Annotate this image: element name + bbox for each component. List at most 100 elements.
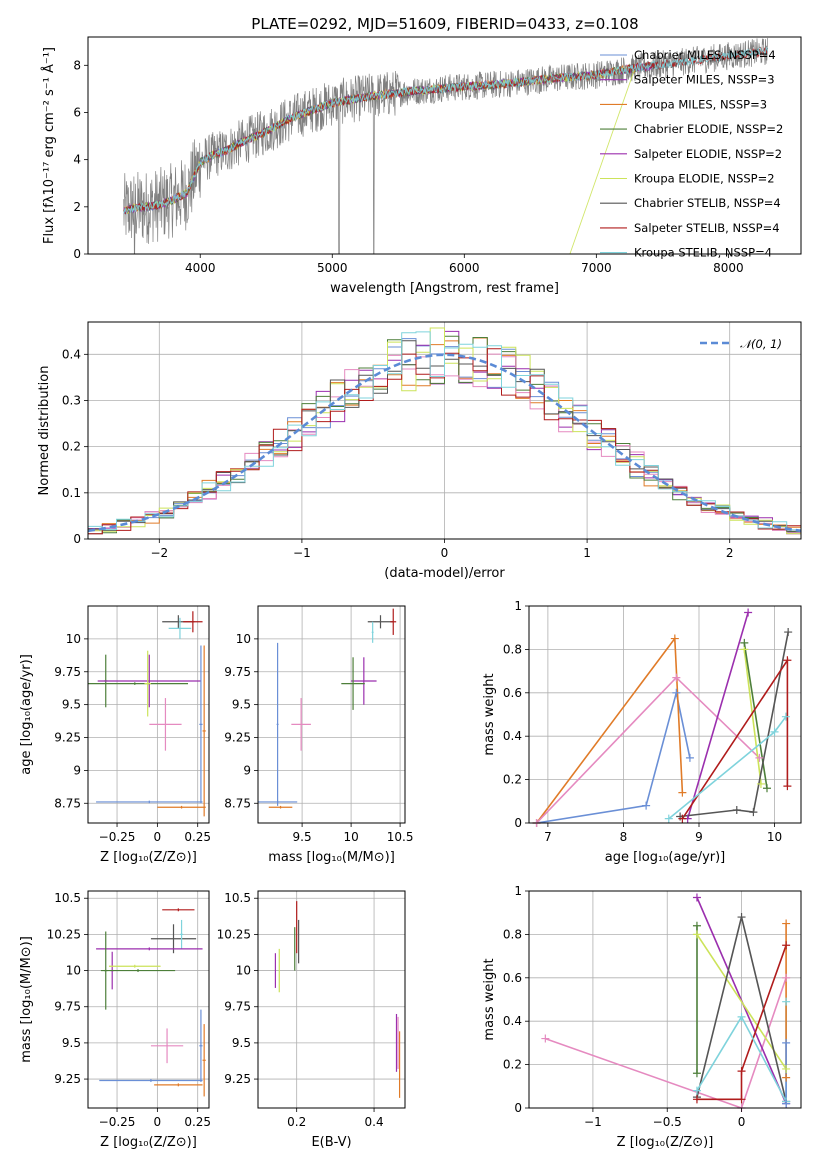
error-bar-point: [390, 608, 397, 635]
x-axis-label: E(B-V): [311, 1135, 351, 1150]
x-tick-label: 10: [767, 830, 782, 844]
x-tick-label: −1: [293, 546, 311, 560]
legend-label: Chabrier STELIB, NSSP=4: [634, 196, 781, 210]
y-tick-label: 0: [73, 247, 81, 261]
plot-area: [535, 612, 789, 823]
axes-frame: [528, 605, 802, 824]
model-line: [123, 47, 769, 214]
plot-area: [96, 908, 206, 1097]
y-tick-label: 6: [73, 105, 81, 119]
legend-label: 𝒩(0, 1): [740, 337, 782, 351]
error-bar-point: [97, 654, 201, 708]
plus-marker: [692, 1086, 701, 1095]
error-bar-point: [88, 682, 189, 685]
x-axis-label: Z [log₁₀(Z/Z⊙)]: [100, 1135, 197, 1150]
error-bar-point: [371, 621, 374, 643]
y-tick-label: 9: [73, 763, 81, 777]
plot-area: [123, 37, 769, 254]
y-tick-label: 0.6: [503, 686, 522, 700]
x-axis-label: mass [log₁₀(M/M⊙)]: [268, 850, 395, 865]
error-bar-point: [157, 805, 206, 809]
y-tick-label: 10: [236, 964, 251, 978]
panel-weight-vs-Z: −1 −0.5 0 0 0.2 0.4 0.6 0.8 1 Z [log₁₀(Z/Z⊙)] mass…: [482, 884, 802, 1150]
plot-area: [258, 608, 397, 809]
plus-marker: [737, 1095, 746, 1104]
plus-marker: [664, 814, 673, 823]
x-tick-label: 7000: [581, 261, 612, 275]
x-tick-label: 6000: [449, 261, 480, 275]
plus-marker: [692, 921, 701, 930]
x-tick-label: 0.25: [184, 1115, 211, 1129]
plus-marker: [782, 1073, 791, 1082]
plot-area: [545, 897, 787, 1108]
plus-marker: [685, 753, 694, 762]
y-tick-label: 0: [514, 1101, 522, 1115]
plus-marker: [642, 801, 651, 810]
x-axis-label: Z [log₁₀(Z/Z⊙)]: [617, 1135, 714, 1150]
y-tick-label: 10.5: [54, 891, 81, 905]
y-tick-label: 0.6: [503, 971, 522, 985]
plus-marker: [670, 634, 679, 643]
y-axis-label: mass [log₁₀(M/M⊙)]: [19, 936, 34, 1063]
weight-line: [743, 642, 768, 789]
legend-label: Kroupa STELIB, NSSP=4: [634, 246, 772, 260]
error-bar-point: [144, 650, 151, 717]
y-tick-label: 0.2: [503, 773, 522, 787]
weight-line: [743, 649, 762, 784]
axes-frame: [87, 890, 210, 1109]
y-tick-label: 0.4: [62, 347, 81, 361]
plus-marker: [782, 1064, 791, 1073]
x-tick-label: −1: [584, 1115, 602, 1129]
y-tick-label: 0: [73, 532, 81, 546]
y-axis-label: Flux [fλ10⁻¹⁷ erg cm⁻² s⁻¹ Å⁻¹]: [41, 47, 57, 244]
error-bar-point: [162, 908, 195, 912]
legend-label: Kroupa MILES, NSSP=3: [634, 97, 767, 111]
panel-weight-vs-age: 7 8 9 10 0 0.2 0.4 0.6 0.8 1 age [log₁₀(age/yr)] ma…: [482, 599, 802, 865]
error-bar-point: [108, 964, 161, 968]
weight-line: [680, 631, 789, 818]
axes-frame: [257, 890, 406, 1109]
y-tick-label: 9.25: [224, 731, 251, 745]
y-tick-label: 10.25: [47, 927, 81, 941]
x-axis-label: (data-model)/error: [384, 566, 505, 581]
panel-age-vs-Z: −0.25 0 0.25 8.75 9 9.25 9.5 9.75 10 Z [log₁₀(Z/Z…: [19, 605, 211, 865]
x-tick-label: 7: [544, 830, 552, 844]
weight-line: [697, 945, 787, 1101]
plus-marker: [782, 941, 791, 950]
panel-age-vs-mass: 9.5 10 10.5 8.75 9 9.25 9.5 9.75 10 mass [log₁₀(M…: [224, 605, 413, 865]
y-tick-label: 0.2: [62, 440, 81, 454]
y-tick-label: 9.25: [54, 731, 81, 745]
plot-area: [88, 327, 801, 535]
plus-marker: [692, 930, 701, 939]
x-tick-label: 8: [620, 830, 628, 844]
y-tick-label: 10.5: [224, 891, 251, 905]
y-tick-label: 0.1: [62, 486, 81, 500]
y-tick-label: 1: [514, 884, 522, 898]
error-bar-point: [99, 1079, 203, 1082]
plus-marker: [692, 893, 701, 902]
normal-curve: [88, 353, 801, 533]
error-bar-point: [96, 947, 203, 951]
weight-line: [696, 933, 787, 1070]
weight-line: [535, 636, 684, 823]
x-tick-label: −0.25: [99, 830, 136, 844]
x-axis-label: Z [log₁₀(Z/Z⊙)]: [100, 850, 197, 865]
legend-label: Salpeter ELODIE, NSSP=2: [634, 147, 782, 161]
error-bar-point: [96, 800, 203, 804]
y-tick-label: 9.5: [232, 698, 251, 712]
panel-spectrum: 4000 5000 6000 7000 8000 0 2 4 6 8 wavelength [Ang…: [41, 36, 802, 296]
x-tick-label: 10: [343, 830, 358, 844]
y-tick-label: 10: [236, 632, 251, 646]
y-axis-label: Normed distribution: [37, 366, 52, 496]
y-tick-label: 1: [514, 599, 522, 613]
y-tick-label: 4: [73, 153, 81, 167]
axes-frame: [257, 605, 406, 824]
axes-frame: [528, 890, 802, 1109]
error-bar-point: [276, 642, 279, 806]
plus-marker: [678, 788, 687, 797]
figure-title: PLATE=0292, MJD=51609, FIBERID=0433, z=0…: [251, 15, 638, 33]
weight-line: [536, 692, 691, 823]
error-bar-point: [202, 1024, 206, 1097]
legend: 𝒩(0, 1): [700, 337, 782, 351]
